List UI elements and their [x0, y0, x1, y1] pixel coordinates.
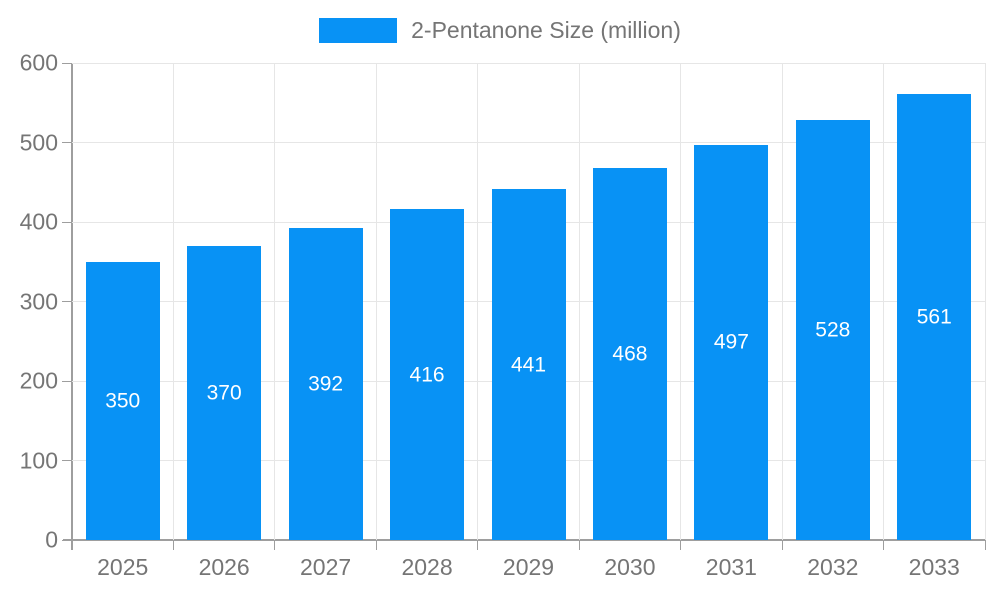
- y-tick-label: 300: [19, 288, 58, 314]
- x-axis-tick: [477, 540, 479, 550]
- bar-value-label: 370: [206, 381, 242, 405]
- x-axis-line: [63, 539, 985, 541]
- bar: 370: [187, 245, 262, 540]
- x-axis-tick: [680, 540, 682, 550]
- y-axis-tick: [62, 380, 72, 382]
- v-gridline: [680, 63, 682, 540]
- chart-legend[interactable]: 2-Pentanone Size (million): [0, 17, 1000, 43]
- x-axis-tick: [274, 540, 276, 550]
- y-axis-tick: [62, 539, 72, 541]
- y-axis-tick: [62, 221, 72, 223]
- x-tick-label: 2026: [198, 554, 250, 580]
- bar: 528: [795, 120, 870, 540]
- y-tick-label: 400: [19, 208, 58, 235]
- v-gridline: [578, 63, 580, 540]
- x-tick-label: 2030: [604, 554, 656, 580]
- y-tick-label: 100: [19, 447, 58, 473]
- x-axis-tick: [172, 540, 174, 550]
- v-gridline: [375, 63, 377, 540]
- legend-swatch: [319, 17, 398, 43]
- x-tick-label: 2029: [502, 554, 555, 580]
- y-axis-tick: [62, 460, 72, 461]
- bar-value-label: 528: [815, 318, 851, 342]
- x-tick-label: 2032: [807, 554, 859, 580]
- x-tick-label: 2033: [908, 554, 960, 580]
- bar-value-label: 350: [105, 389, 141, 413]
- v-gridline: [477, 63, 479, 540]
- v-gridline: [781, 63, 783, 540]
- x-axis-tick: [781, 540, 783, 550]
- bar: 416: [390, 209, 465, 540]
- bar: 561: [897, 94, 972, 540]
- x-axis-tick: [578, 540, 580, 550]
- bar: 468: [592, 167, 667, 540]
- bar-value-label: 441: [510, 353, 547, 377]
- v-gridline: [274, 63, 276, 540]
- bar: 441: [491, 189, 566, 540]
- x-tick-label: 2031: [705, 554, 757, 580]
- bar-value-label: 497: [713, 330, 749, 354]
- bar: 392: [288, 228, 363, 540]
- h-gridline: [72, 142, 985, 143]
- legend-label: 2-Pentanone Size (million): [411, 17, 681, 43]
- bar-value-label: 468: [612, 342, 648, 366]
- bar-value-label: 561: [916, 305, 952, 329]
- bar: 497: [694, 144, 769, 540]
- y-axis-tick: [62, 62, 72, 64]
- y-tick-label: 500: [19, 129, 58, 155]
- v-gridline: [883, 63, 885, 540]
- x-tick-label: 2025: [97, 554, 149, 580]
- y-tick-label: 0: [45, 526, 58, 553]
- v-gridline: [172, 63, 174, 540]
- y-axis-tick: [62, 301, 72, 302]
- h-gridline: [72, 62, 985, 64]
- x-axis-tick: [883, 540, 885, 550]
- y-axis-tick: [62, 142, 72, 143]
- y-tick-label: 600: [19, 49, 58, 76]
- x-tick-label: 2028: [401, 554, 453, 580]
- x-tick-label: 2027: [300, 554, 352, 580]
- v-gridline: [984, 63, 986, 540]
- x-axis-tick: [375, 540, 377, 550]
- bar: 350: [85, 261, 160, 540]
- x-axis-tick: [984, 540, 986, 550]
- y-tick-label: 200: [19, 367, 58, 394]
- bar-value-label: 392: [308, 372, 344, 396]
- y-axis-line: [71, 63, 73, 550]
- plot-area: 0 100 200 300 400 500 600 350 2025 370 2026 392 2027…: [20, 51, 986, 579]
- bar-value-label: 416: [409, 363, 445, 387]
